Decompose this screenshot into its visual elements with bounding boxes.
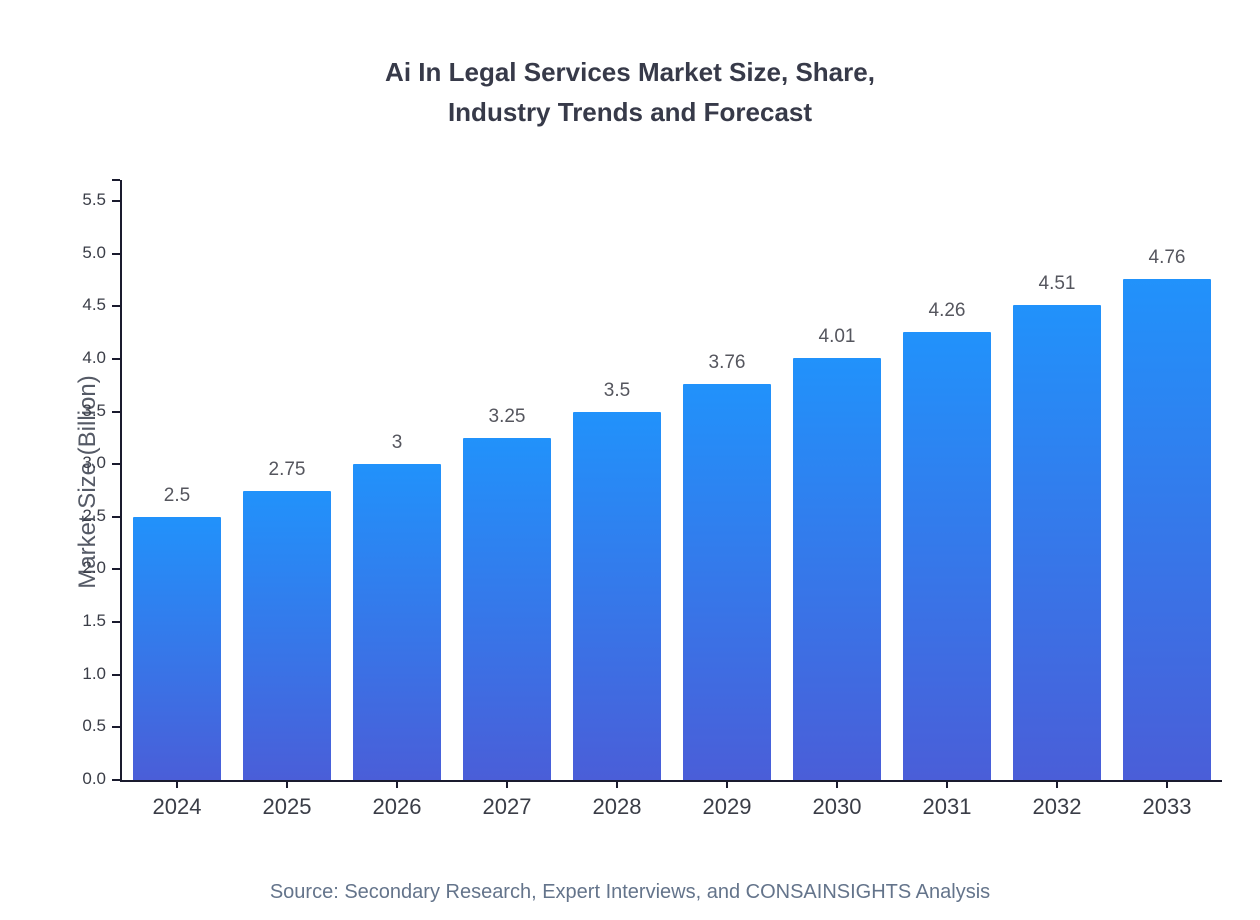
bar-value-label: 4.76 bbox=[1148, 247, 1186, 268]
x-axis-tick bbox=[396, 780, 398, 788]
bar-value-label: 4.51 bbox=[1038, 273, 1076, 294]
x-axis-tick-label: 2026 bbox=[372, 794, 422, 819]
x-axis-tick-label: 2030 bbox=[812, 794, 862, 819]
y-axis-tick-label: 2.5 bbox=[82, 505, 106, 525]
x-axis-tick bbox=[1056, 780, 1058, 788]
bar-value-label: 3.76 bbox=[708, 352, 746, 373]
x-axis-tick bbox=[1166, 780, 1168, 788]
source-caption: Source: Secondary Research, Expert Inter… bbox=[269, 881, 991, 903]
y-axis-tick bbox=[112, 463, 120, 466]
y-axis-tick bbox=[112, 621, 120, 624]
x-axis-tick bbox=[176, 780, 178, 788]
bar bbox=[1123, 279, 1211, 780]
bar-value-label: 3 bbox=[391, 432, 403, 453]
bar-value-label: 2.5 bbox=[163, 485, 191, 506]
x-axis-tick-label: 2024 bbox=[152, 794, 202, 819]
x-axis-tick bbox=[946, 780, 948, 788]
x-axis-tick-label: 2027 bbox=[482, 794, 532, 819]
y-axis-tick bbox=[112, 515, 120, 518]
y-axis-tick bbox=[112, 252, 120, 255]
x-axis-tick-label: 2033 bbox=[1142, 794, 1192, 819]
x-axis-tick bbox=[506, 780, 508, 788]
y-axis-tick-label: 5.5 bbox=[82, 190, 106, 210]
x-axis-tick bbox=[836, 780, 838, 788]
chart-title: Ai In Legal Services Market Size, Share,… bbox=[0, 52, 1260, 132]
x-axis-tick-label: 2025 bbox=[262, 794, 312, 819]
y-axis-end-cap bbox=[112, 179, 120, 181]
y-axis-tick-label: 5.0 bbox=[82, 242, 106, 262]
bar bbox=[793, 358, 881, 780]
y-axis-label: Market Size (Billion) bbox=[74, 375, 101, 589]
y-axis-tick-label: 0.5 bbox=[82, 716, 106, 736]
y-axis-tick-label: 3.0 bbox=[82, 453, 106, 473]
bar bbox=[243, 491, 331, 780]
chart-title-line-1: Ai In Legal Services Market Size, Share, bbox=[385, 57, 875, 87]
x-axis-tick bbox=[616, 780, 618, 788]
x-axis-tick-label: 2028 bbox=[592, 794, 642, 819]
y-axis-tick-label: 1.5 bbox=[82, 611, 106, 631]
x-axis-tick bbox=[286, 780, 288, 788]
bar bbox=[573, 412, 661, 780]
y-axis-tick-label: 0.0 bbox=[82, 769, 106, 788]
bar-value-label: 3.5 bbox=[603, 380, 631, 401]
chart-title-line-2: Industry Trends and Forecast bbox=[447, 97, 813, 127]
plot-area: 0.0 0.5 1.0 1.5 2.0 2.5 3.0 3.5 4.0 4.5 5.0 5.5 2.5 2… bbox=[82, 179, 1222, 819]
bar-value-label: 4.26 bbox=[928, 300, 966, 321]
y-axis-tick-label: 4.0 bbox=[82, 347, 106, 367]
bar-value-label: 3.25 bbox=[488, 406, 526, 427]
bar bbox=[353, 464, 441, 780]
y-axis-tick bbox=[112, 673, 120, 676]
bar bbox=[683, 384, 771, 780]
y-axis-tick-label: 4.5 bbox=[82, 295, 106, 315]
y-axis-tick bbox=[112, 410, 120, 413]
bar bbox=[1013, 305, 1101, 780]
bar bbox=[463, 438, 551, 780]
x-axis-tick bbox=[726, 780, 728, 788]
y-axis-tick-label: 1.0 bbox=[82, 663, 106, 683]
bar-value-label: 2.75 bbox=[268, 459, 306, 480]
y-axis-tick bbox=[112, 726, 120, 729]
x-axis-tick-label: 2032 bbox=[1032, 794, 1082, 819]
y-axis-tick bbox=[112, 357, 120, 360]
bar-value-label: 4.01 bbox=[818, 326, 856, 347]
y-axis-tick bbox=[112, 779, 120, 781]
bar bbox=[903, 332, 991, 780]
y-axis-tick-label: 3.5 bbox=[82, 400, 106, 420]
bar bbox=[133, 517, 221, 780]
x-axis-tick-label: 2029 bbox=[702, 794, 752, 819]
x-axis-tick-label: 2031 bbox=[922, 794, 972, 819]
y-axis-tick bbox=[112, 200, 120, 203]
y-axis-tick bbox=[112, 568, 120, 571]
y-axis-tick bbox=[112, 305, 120, 308]
y-axis-tick-label: 2.0 bbox=[82, 558, 106, 578]
